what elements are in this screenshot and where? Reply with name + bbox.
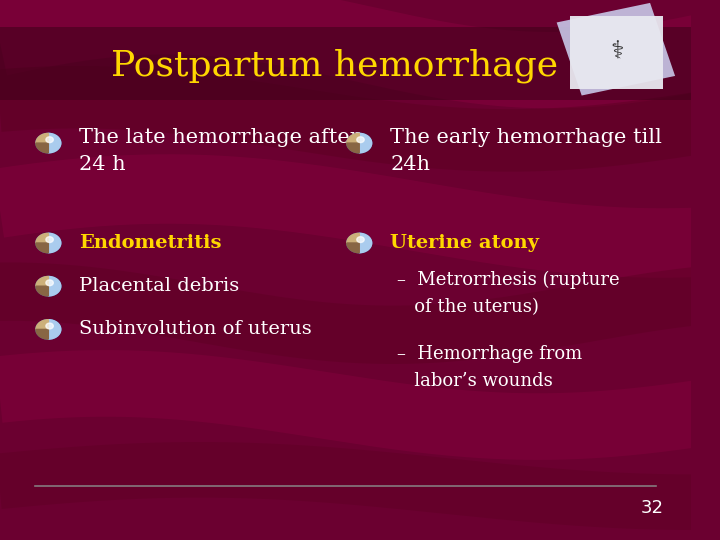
Text: Uterine atony: Uterine atony (390, 234, 539, 252)
Text: The early hemorrhage till: The early hemorrhage till (390, 128, 662, 147)
Text: –  Hemorrhage from: – Hemorrhage from (397, 345, 582, 363)
Circle shape (347, 233, 372, 253)
Wedge shape (36, 133, 48, 143)
Wedge shape (347, 233, 359, 243)
Circle shape (46, 323, 53, 329)
Circle shape (46, 280, 53, 286)
Wedge shape (36, 143, 48, 153)
FancyBboxPatch shape (557, 3, 675, 96)
Wedge shape (48, 233, 60, 253)
Wedge shape (48, 276, 60, 296)
Wedge shape (347, 143, 359, 153)
Text: 24 h: 24 h (79, 155, 126, 174)
Wedge shape (36, 329, 48, 339)
Wedge shape (36, 233, 48, 243)
Text: –  Metrorrhesis (rupture: – Metrorrhesis (rupture (397, 271, 620, 289)
FancyBboxPatch shape (570, 16, 663, 89)
Wedge shape (36, 286, 48, 296)
Text: 24h: 24h (390, 155, 431, 174)
Text: Postpartum hemorrhage: Postpartum hemorrhage (111, 49, 558, 83)
Wedge shape (48, 320, 60, 339)
Text: Endometritis: Endometritis (79, 234, 222, 252)
Text: of the uterus): of the uterus) (397, 298, 539, 316)
Wedge shape (359, 133, 372, 153)
Wedge shape (48, 133, 60, 153)
Wedge shape (36, 243, 48, 253)
Text: The late hemorrhage after: The late hemorrhage after (79, 128, 360, 147)
Circle shape (46, 237, 53, 242)
Circle shape (46, 137, 53, 143)
Circle shape (36, 276, 60, 296)
Wedge shape (359, 233, 372, 253)
Circle shape (347, 133, 372, 153)
FancyBboxPatch shape (0, 27, 691, 100)
Text: 32: 32 (640, 498, 663, 517)
Text: ⚕: ⚕ (610, 39, 624, 63)
Circle shape (356, 137, 364, 143)
Wedge shape (36, 276, 48, 286)
Circle shape (36, 320, 60, 339)
Circle shape (356, 237, 364, 242)
Text: Subinvolution of uterus: Subinvolution of uterus (79, 320, 312, 339)
Wedge shape (347, 243, 359, 253)
Wedge shape (36, 320, 48, 329)
Circle shape (36, 233, 60, 253)
Circle shape (36, 133, 60, 153)
Text: Placental debris: Placental debris (79, 277, 240, 295)
Wedge shape (347, 133, 359, 143)
Text: labor’s wounds: labor’s wounds (397, 372, 553, 390)
